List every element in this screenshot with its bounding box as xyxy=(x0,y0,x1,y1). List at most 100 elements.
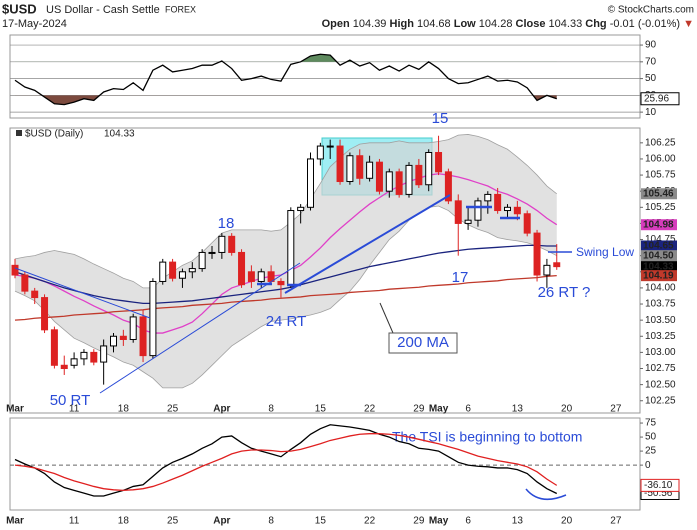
end-label: -36.10 xyxy=(644,480,673,491)
candle-body xyxy=(149,280,157,357)
y-tick-label: 10 xyxy=(645,107,657,118)
candle-body xyxy=(316,145,324,160)
x-tick-label: 15 xyxy=(315,404,327,415)
candle-body xyxy=(336,145,344,183)
x-tick-label: 25 xyxy=(167,516,179,527)
ma-label-box xyxy=(388,332,458,354)
x-tick-label: 11 xyxy=(69,516,80,527)
legend-value: 104.33 xyxy=(104,129,135,140)
candle-body xyxy=(257,271,265,282)
exchange: FOREX xyxy=(165,4,196,14)
price-marker xyxy=(641,250,677,262)
candle-body xyxy=(425,152,433,186)
y-tick-label: 50 xyxy=(645,432,657,443)
candle-body xyxy=(415,164,423,186)
candle-body xyxy=(90,351,98,363)
candle-body xyxy=(513,206,521,215)
candle-body xyxy=(523,213,531,234)
end-label-box xyxy=(640,478,680,492)
quote: Open 104.39 High 104.68 Low 104.28 Close… xyxy=(322,18,694,30)
x-tick-label: Mar xyxy=(6,516,24,527)
overlay-line xyxy=(14,134,557,289)
candle-body xyxy=(139,316,147,357)
candle-body xyxy=(100,345,108,363)
y-tick-label: 104.00 xyxy=(645,283,676,294)
overlay-line xyxy=(14,275,557,321)
quote-value: 104.28 xyxy=(479,18,513,30)
x-tick-label: 22 xyxy=(364,404,376,415)
price-marker xyxy=(641,188,677,200)
trendline xyxy=(284,194,451,294)
legend-label: $USD (Daily) xyxy=(25,129,83,140)
quote-value: 104.33 xyxy=(549,18,583,30)
y-tick-label: 0 xyxy=(645,460,651,471)
change-value: -0.01 xyxy=(610,18,635,30)
x-tick-label: 29 xyxy=(413,404,425,415)
candle-body xyxy=(375,161,383,192)
end-label: 25.96 xyxy=(644,93,669,104)
annotation: 18 xyxy=(218,215,235,232)
x-tick-label: 27 xyxy=(610,516,622,527)
quote-label: Close xyxy=(516,18,546,30)
quote-value: 104.68 xyxy=(417,18,451,30)
x-tick-label: 20 xyxy=(561,404,573,415)
quote-label: Open xyxy=(322,18,350,30)
trendlines xyxy=(14,194,572,501)
candle-body xyxy=(247,271,255,282)
series-line xyxy=(14,424,558,497)
overbought-fill xyxy=(219,54,353,62)
candle-body xyxy=(11,264,19,276)
candle-body xyxy=(533,232,541,276)
candle-body xyxy=(435,152,443,173)
candle-body xyxy=(543,264,551,276)
change-percent: (-0.01%) xyxy=(638,18,680,30)
source: © StockCharts.com xyxy=(608,5,694,16)
end-label: -50.56 xyxy=(644,488,673,499)
candle-body xyxy=(188,268,196,273)
y-tick-label: 106.25 xyxy=(645,137,676,148)
candle-body xyxy=(238,251,246,286)
symbol: $USD xyxy=(2,1,37,16)
annotation: 26 RT ? xyxy=(538,284,591,301)
trendline xyxy=(14,267,151,319)
legend-swatch xyxy=(16,130,22,136)
price-marker-label: 104.50 xyxy=(643,250,674,261)
candle-body xyxy=(385,171,393,192)
candle-body xyxy=(326,145,334,148)
y-tick-label: 103.75 xyxy=(645,299,676,310)
price-marker-label: 104.19 xyxy=(643,270,674,281)
x-tick-label: 8 xyxy=(268,516,274,527)
y-tick-label: 106.00 xyxy=(645,154,676,165)
annotation: 17 xyxy=(452,269,469,286)
x-tick-label: 18 xyxy=(118,404,130,415)
quote-label: Low xyxy=(454,18,476,30)
tsi-panel xyxy=(9,417,641,511)
candle-body xyxy=(287,210,295,286)
y-tick-label: 105.25 xyxy=(645,202,676,213)
y-tick-label: 75 xyxy=(645,418,657,429)
candle-body xyxy=(395,171,403,195)
date: 17-May-2024 xyxy=(2,18,67,30)
y-tick-label: 103.00 xyxy=(645,347,676,358)
price-marker xyxy=(641,240,677,252)
y-tick-label: 103.25 xyxy=(645,331,676,342)
price-marker xyxy=(641,219,677,231)
series-line xyxy=(14,53,557,106)
y-tick-label: 90 xyxy=(645,40,657,51)
price-marker-label: 104.33 xyxy=(643,261,674,272)
y-tick-label: 102.50 xyxy=(645,379,676,390)
annotation: Swing Low xyxy=(576,245,634,259)
candle-body xyxy=(60,364,68,370)
x-tick-label: May xyxy=(429,404,449,415)
end-label-box xyxy=(640,92,680,106)
price-marker-label: 105.46 xyxy=(643,188,674,199)
candle-body xyxy=(494,193,502,212)
candle-body xyxy=(454,200,462,224)
x-tick-label: 20 xyxy=(561,516,573,527)
candle-body xyxy=(366,161,374,179)
plot-area xyxy=(11,134,561,389)
candle-body xyxy=(307,158,314,208)
down-arrow: ▼ xyxy=(683,18,694,30)
candle-body xyxy=(484,193,492,202)
y-tick-label: 25 xyxy=(645,446,657,457)
